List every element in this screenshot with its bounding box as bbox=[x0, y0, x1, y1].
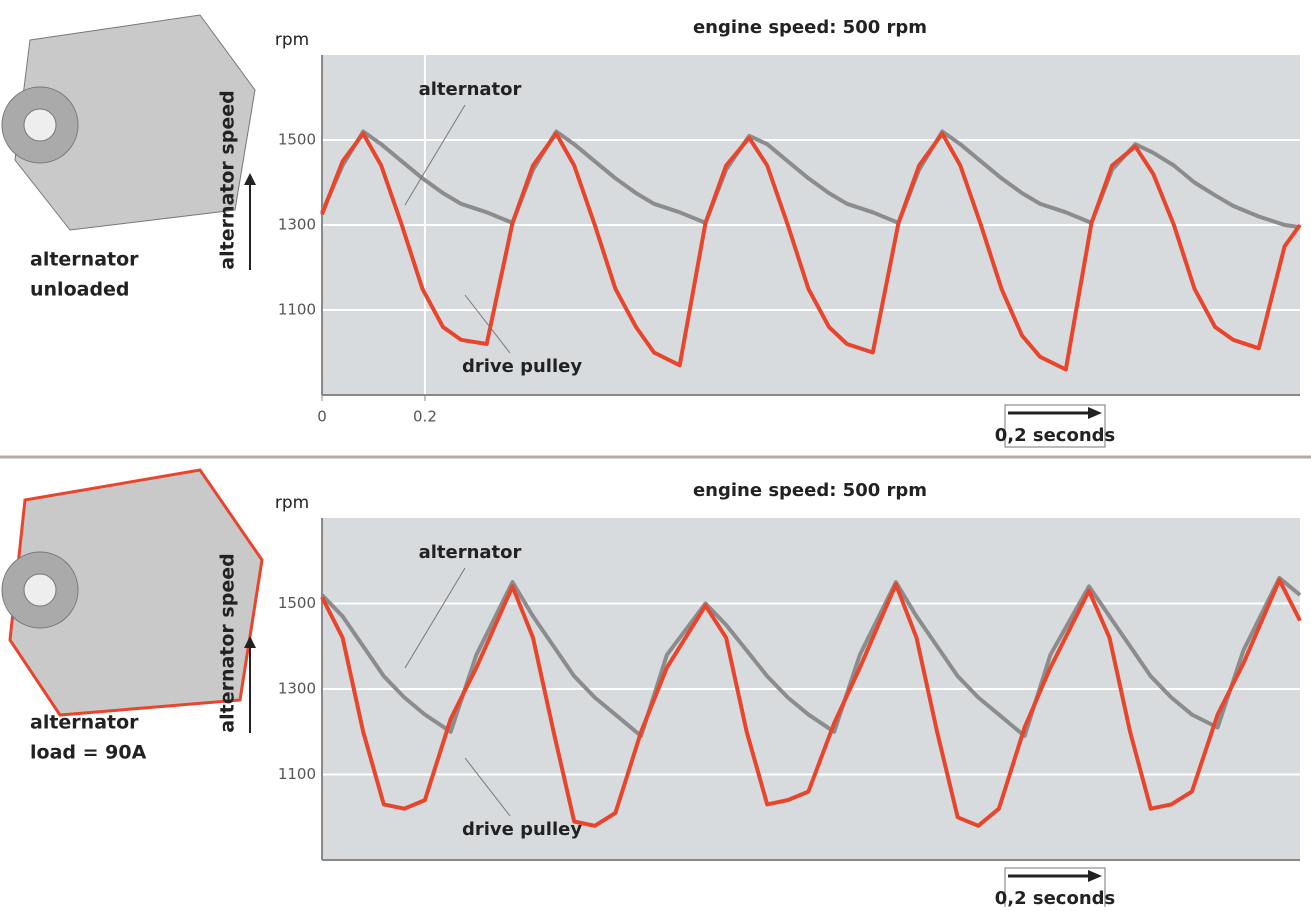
series-line bbox=[320, 578, 1302, 828]
y-arrow-head bbox=[244, 636, 256, 648]
y-tick-label: 1500 bbox=[278, 594, 316, 612]
annotation: 0,2 seconds bbox=[995, 425, 1116, 446]
y-tick-label: 1300 bbox=[278, 680, 316, 698]
y-tick-label: 1100 bbox=[278, 765, 316, 783]
annotation-leader bbox=[404, 567, 466, 669]
side-label: alternator bbox=[30, 712, 139, 734]
chart-title: engine speed: 500 rpm bbox=[693, 17, 927, 38]
alternator-illustration bbox=[1, 14, 256, 231]
side-label: load = 90A bbox=[30, 742, 147, 764]
series-line bbox=[320, 129, 1301, 230]
y-tick-label: 1100 bbox=[278, 301, 316, 319]
chart-title: engine speed: 500 rpm bbox=[693, 480, 927, 501]
x-tick-label: 0 bbox=[317, 408, 327, 426]
y-unit: rpm bbox=[275, 30, 309, 50]
y-unit: rpm bbox=[275, 493, 309, 513]
annotation-leader bbox=[464, 757, 511, 817]
annotation: 0,2 seconds bbox=[995, 888, 1116, 907]
annotation-leader bbox=[404, 104, 466, 206]
annotation-leader bbox=[464, 294, 511, 354]
y-axis-title: alternator speed bbox=[217, 553, 239, 732]
y-axis-title: alternator speed bbox=[217, 90, 239, 269]
annotation: alternator bbox=[419, 542, 522, 563]
side-label: alternator bbox=[30, 249, 139, 271]
y-tick-label: 1300 bbox=[278, 216, 316, 234]
annotation: drive pulley bbox=[462, 356, 582, 377]
series-line bbox=[320, 131, 1302, 372]
side-label: unloaded bbox=[30, 279, 130, 301]
alternator-illustration bbox=[1, 468, 264, 717]
series-line bbox=[320, 575, 1302, 738]
time-scale-head bbox=[1088, 407, 1102, 419]
annotation: drive pulley bbox=[462, 819, 582, 840]
time-scale-head bbox=[1088, 870, 1102, 882]
annotation: alternator bbox=[419, 79, 522, 100]
y-tick-label: 1500 bbox=[278, 131, 316, 149]
x-tick-label: 0.2 bbox=[413, 408, 437, 426]
y-arrow-head bbox=[244, 173, 256, 185]
